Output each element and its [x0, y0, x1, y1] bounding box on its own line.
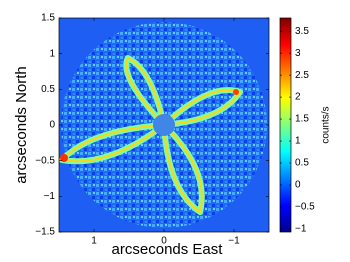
heatmap-image	[59, 18, 269, 232]
y-tick-label: −1	[44, 191, 56, 202]
y-tick-label: −1.5	[35, 227, 55, 238]
colorbar-label: counts/s	[321, 106, 332, 143]
colorbar-tick-label: 1	[295, 136, 301, 147]
y-tick-label: 0	[49, 120, 55, 131]
y-tick-label: 1	[49, 48, 55, 59]
y-tick-label: −0.5	[35, 155, 55, 166]
x-axis-label: arcseconds East	[112, 241, 224, 258]
y-tick-label: 1.5	[41, 13, 55, 24]
x-tick-label: 0	[161, 236, 167, 247]
colorbar-tick-label: 2	[295, 92, 301, 103]
colorbar-tick-label: −1	[295, 224, 307, 235]
y-tick-label: 0.5	[41, 84, 55, 95]
colorbar	[279, 17, 292, 233]
x-tick-label: 1	[91, 236, 97, 247]
colorbar-tick-label: 1.5	[295, 114, 309, 125]
colorbar-tick-label: 0.5	[295, 158, 309, 169]
colorbar-tick-label: 0	[295, 180, 301, 191]
y-axis-label: arcseconds North	[13, 66, 30, 184]
colorbar-tick-label: 2.5	[295, 70, 309, 81]
colorbar-tick-label: −0.5	[295, 202, 315, 213]
colorbar-tick-label: 3	[295, 48, 301, 59]
colorbar-tick-label: 3.5	[295, 26, 309, 37]
x-tick-label: −1	[228, 236, 240, 247]
